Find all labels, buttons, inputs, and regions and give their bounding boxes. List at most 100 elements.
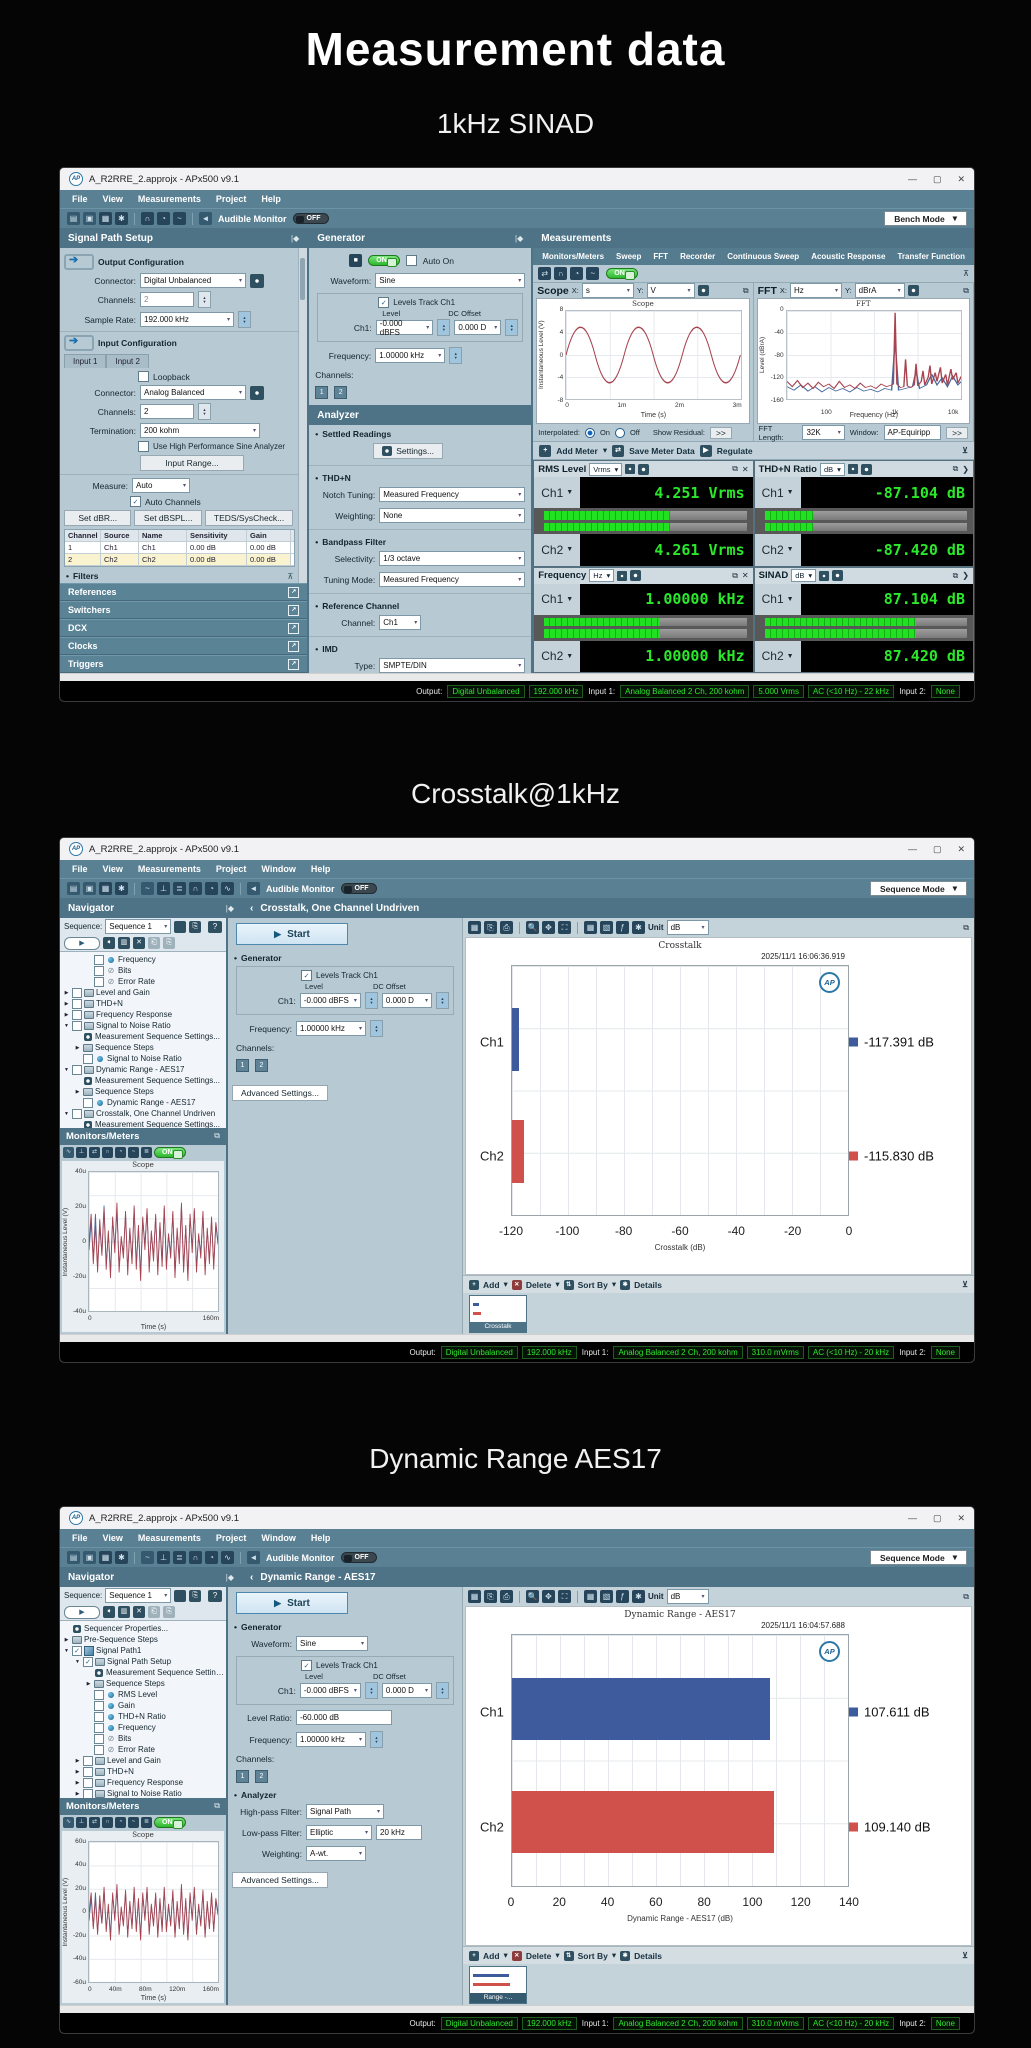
tree-item[interactable]: Sequence Steps <box>60 1678 226 1689</box>
tree-checkbox[interactable] <box>72 1064 82 1075</box>
interpolated-on-radio[interactable] <box>584 427 595 438</box>
details-icon[interactable]: ✱ <box>620 1279 631 1290</box>
waveform-select[interactable]: Sine ▾ <box>296 1636 368 1651</box>
channel-button[interactable]: 1 <box>315 386 329 399</box>
table-cell[interactable]: 2 <box>65 554 101 565</box>
monitor-icon[interactable]: ∿ <box>221 1551 234 1564</box>
maximize-button[interactable]: ▢ <box>932 1512 942 1523</box>
tree-checkbox[interactable] <box>94 1744 104 1755</box>
tree-checkbox[interactable] <box>72 987 82 998</box>
channel-label[interactable]: Ch2 ▼ <box>754 534 801 566</box>
pin-icon[interactable]: |◆ <box>225 1572 234 1582</box>
copy-graph-icon[interactable]: ⎘ <box>484 1590 497 1603</box>
tree-item[interactable]: Frequency <box>60 954 226 965</box>
clock-icon[interactable]: ◔ <box>205 882 218 895</box>
menu-item[interactable]: File <box>72 1533 88 1543</box>
tree-item[interactable]: THD+N <box>60 1766 226 1777</box>
clock-icon[interactable]: ◔ <box>570 267 584 280</box>
dc-offset-select[interactable]: 0.000 D ▾ <box>454 320 502 335</box>
channel-label[interactable]: Ch1 ▼ <box>534 583 581 615</box>
meter-icon[interactable]: ∩ <box>141 212 154 225</box>
tree-item[interactable]: Dynamic Range - AES17 <box>60 1064 226 1075</box>
tree-checkbox[interactable] <box>83 1755 93 1766</box>
dc-offset-select[interactable]: 0.000 D ▾ <box>381 993 432 1008</box>
fit-icon[interactable]: ⛶ <box>558 1590 571 1603</box>
collapsed-section-bar[interactable]: Switchers ↗ <box>60 601 308 619</box>
collapse-panel-icon[interactable]: ⊼ <box>963 269 969 278</box>
new-file-icon[interactable]: ▤ <box>67 882 80 895</box>
scope-icon[interactable]: ∿ <box>63 1146 74 1158</box>
tree-item[interactable]: Error Rate <box>60 976 226 987</box>
channel-label[interactable]: Ch1 ▼ <box>754 583 801 615</box>
menu-item[interactable]: View <box>102 864 123 874</box>
scope-y-select[interactable]: V ▾ <box>646 283 695 298</box>
layout-icon[interactable]: ⇄ <box>538 267 552 280</box>
add-button[interactable]: Add <box>483 1950 500 1961</box>
sort-icon[interactable]: ⇅ <box>563 1279 574 1290</box>
save-meter-button[interactable]: Save Meter Data <box>629 445 695 456</box>
monitors-on-toggle[interactable]: ON <box>606 268 638 280</box>
tree-item[interactable]: Frequency Response <box>60 1009 226 1020</box>
collapse-icon[interactable]: ⊻ <box>962 1951 968 1960</box>
expander-icon[interactable] <box>74 1758 81 1764</box>
frequency-stepper[interactable]: ▲ ▼ <box>370 1020 383 1037</box>
frequency-stepper[interactable]: ▲ ▼ <box>449 347 463 364</box>
meter-settings-icon[interactable] <box>630 570 642 581</box>
clock-icon[interactable]: ◔ <box>157 212 170 225</box>
monitor-icon[interactable]: ~ <box>128 1146 139 1158</box>
tree-checkbox[interactable] <box>83 1788 93 1798</box>
monitors-on-toggle[interactable]: ON <box>154 1816 186 1829</box>
frequency-select[interactable]: 1.00000 kHz ▾ <box>375 348 446 363</box>
menu-item[interactable]: File <box>72 194 88 204</box>
teds-syscheck-button[interactable]: TEDS/SysCheck... <box>204 510 294 526</box>
table-cell[interactable]: Ch2 <box>139 554 187 565</box>
show-residual-button[interactable]: >> <box>709 426 732 439</box>
grid-icon[interactable]: ▦ <box>584 921 597 934</box>
advanced-settings-button[interactable]: Advanced Settings... <box>232 1085 328 1101</box>
interpolated-off-radio[interactable] <box>614 427 625 438</box>
menu-item[interactable]: Window <box>261 1533 296 1543</box>
sequence-settings-icon[interactable] <box>174 1589 187 1602</box>
unit-select[interactable]: dB ▾ <box>791 569 817 582</box>
tree-item[interactable]: Dynamic Range - AES17 <box>60 1097 226 1108</box>
meter-icon[interactable]: ∩ <box>189 1551 202 1564</box>
tree-item[interactable]: RMS Level <box>60 1689 226 1700</box>
signal-icon[interactable]: ~ <box>141 882 154 895</box>
input-tab[interactable]: Input 1 <box>64 354 107 368</box>
close-button[interactable]: ✕ <box>957 173 965 184</box>
tree-checkbox[interactable] <box>94 954 104 965</box>
tree-checkbox[interactable] <box>72 998 82 1009</box>
expand-icon[interactable]: ↗ <box>288 586 300 598</box>
high-performance-checkbox[interactable] <box>138 441 149 452</box>
menu-item[interactable]: Project <box>215 194 247 204</box>
mode-select[interactable]: Sequence Mode ▾ <box>870 881 967 896</box>
tree-item[interactable]: Signal to Noise Ratio <box>60 1788 226 1798</box>
weighting-select[interactable]: A-wt. ▾ <box>306 1846 366 1861</box>
cursor-icon[interactable]: ▧ <box>600 1590 613 1603</box>
scope-x-select[interactable]: s ▾ <box>581 283 634 298</box>
delete-icon[interactable]: ✕ <box>511 1279 522 1290</box>
fit-icon[interactable]: ⛶ <box>558 921 571 934</box>
start-button[interactable]: ▶ Start <box>236 1592 348 1614</box>
copy-graph-icon[interactable]: ⎘ <box>484 921 497 934</box>
tree-checkbox[interactable] <box>94 1689 104 1700</box>
menu-item[interactable]: Measurements <box>137 1533 201 1543</box>
menu-item[interactable]: Help <box>310 1533 331 1543</box>
frequency-select[interactable]: 1.00000 kHz ▾ <box>296 1732 366 1747</box>
levels-track-checkbox[interactable]: ✓ <box>301 970 312 981</box>
expand-icon[interactable]: ↗ <box>288 622 300 634</box>
meter-close-icon[interactable]: ✕ <box>741 464 749 474</box>
tree-checkbox[interactable] <box>72 1009 82 1020</box>
tree-item[interactable]: THD+N Ratio <box>60 1711 226 1722</box>
pin-icon[interactable]: |◆ <box>291 233 300 243</box>
tree-checkbox[interactable] <box>83 1766 93 1777</box>
low-pass-filter-select[interactable]: Elliptic ▾ <box>306 1825 372 1840</box>
selectivity-select[interactable]: 1/3 octave ▾ <box>379 551 526 566</box>
meter-icon[interactable]: ∩ <box>102 1146 113 1158</box>
expander-icon[interactable] <box>63 1023 70 1029</box>
level-stepper[interactable]: ▲ ▼ <box>437 319 451 336</box>
expander-icon[interactable] <box>63 1111 70 1117</box>
channel-label[interactable]: Ch2 ▼ <box>534 640 581 672</box>
list-icon[interactable]: ≣ <box>141 1816 152 1828</box>
tree-item[interactable]: Measurement Sequence Settings... <box>60 1031 226 1042</box>
